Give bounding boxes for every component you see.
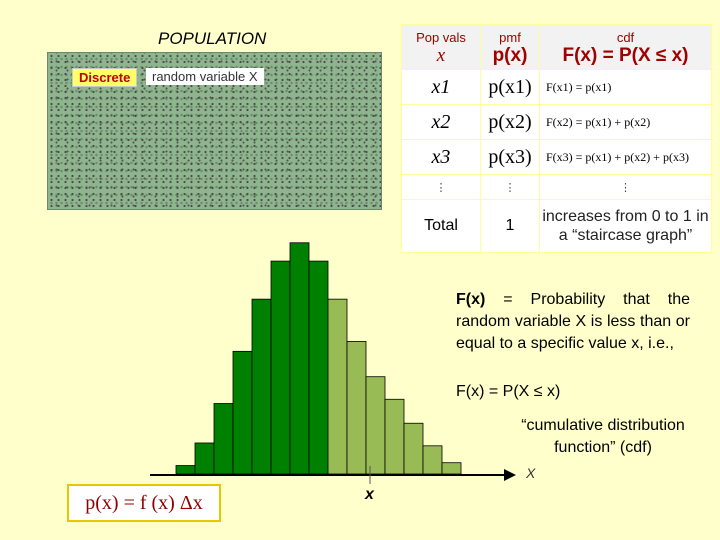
histogram-bar xyxy=(308,260,329,475)
histogram-bar xyxy=(441,462,462,475)
table-total-row: Total 1 increases from 0 to 1 in a “stai… xyxy=(401,199,712,253)
histogram-bar xyxy=(175,465,196,475)
x-value: x2 xyxy=(401,104,481,140)
header-x-symbol: x xyxy=(436,44,446,66)
header-pop-vals-label: Pop vals xyxy=(416,29,466,45)
pmf-cdf-table: Pop vals x pmf p(x) cdf F(x) = P(X ≤ x) … xyxy=(401,24,712,253)
header-cdf: cdf F(x) = P(X ≤ x) xyxy=(539,24,712,70)
cdf-description: F(x) = Probability that the random varia… xyxy=(456,289,690,355)
ellipsis: ⋮ xyxy=(539,174,712,200)
cdf-value: F(x2) = p(x1) + p(x2) xyxy=(539,104,712,140)
histogram-bar xyxy=(384,398,405,475)
p-value: p(x1) xyxy=(480,69,540,105)
header-px-symbol: p(x) xyxy=(492,44,528,66)
histogram-bar xyxy=(213,403,234,475)
population-box xyxy=(47,52,382,210)
description-lead: F(x) xyxy=(456,291,486,308)
histogram-bar xyxy=(346,341,367,475)
total-value: 1 xyxy=(480,199,540,253)
discrete-badge: Discrete xyxy=(72,68,138,87)
table-row: x2 p(x2) F(x2) = p(x1) + p(x2) xyxy=(401,104,712,140)
population-title: POPULATION xyxy=(158,29,267,48)
histogram-bar xyxy=(270,260,291,475)
histogram-bar xyxy=(365,376,386,475)
header-pmf: pmf p(x) xyxy=(480,24,540,70)
table-row: x3 p(x3) F(x3) = p(x1) + p(x2) + p(x3) xyxy=(401,139,712,175)
axis-variable-label: X xyxy=(526,465,536,481)
histogram-bar xyxy=(289,242,310,475)
histogram-bar xyxy=(422,445,443,475)
header-pop-vals: Pop vals x xyxy=(401,24,481,70)
header-cdf-label: cdf xyxy=(616,29,635,45)
x-value: x1 xyxy=(401,69,481,105)
table-header-row: Pop vals x pmf p(x) cdf F(x) = P(X ≤ x) xyxy=(401,24,712,70)
axis-x-label: x xyxy=(365,486,374,503)
histogram-bar xyxy=(251,298,272,475)
header-pmf-label: pmf xyxy=(499,29,521,45)
cdf-equation: F(x) = P(X ≤ x) xyxy=(456,383,561,400)
p-value: p(x2) xyxy=(480,104,540,140)
staircase-note: increases from 0 to 1 in a “staircase gr… xyxy=(539,199,712,253)
cdf-name-label: “cumulative distribution function” (cdf) xyxy=(521,417,685,456)
histogram-bar xyxy=(403,422,424,475)
table-ellipsis-row: ⋮ ⋮ ⋮ xyxy=(401,174,712,200)
x-axis-arrow-icon xyxy=(504,469,516,481)
histogram-bar xyxy=(232,350,253,475)
cdf-value: F(x1) = p(x1) xyxy=(539,69,712,105)
histogram-bar xyxy=(327,298,348,475)
header-cdf-formula: F(x) = P(X ≤ x) xyxy=(562,44,689,66)
table-row: x1 p(x1) F(x1) = p(x1) xyxy=(401,69,712,105)
description-body: = Probability that the random variable X… xyxy=(456,291,690,352)
ellipsis: ⋮ xyxy=(401,174,481,200)
histogram-bar xyxy=(194,442,215,475)
ellipsis: ⋮ xyxy=(480,174,540,200)
cdf-value: F(x3) = p(x1) + p(x2) + p(x3) xyxy=(539,139,712,175)
random-variable-label: random variable X xyxy=(146,68,264,85)
density-formula-box: p(x) = f (x) Δx xyxy=(67,484,221,522)
